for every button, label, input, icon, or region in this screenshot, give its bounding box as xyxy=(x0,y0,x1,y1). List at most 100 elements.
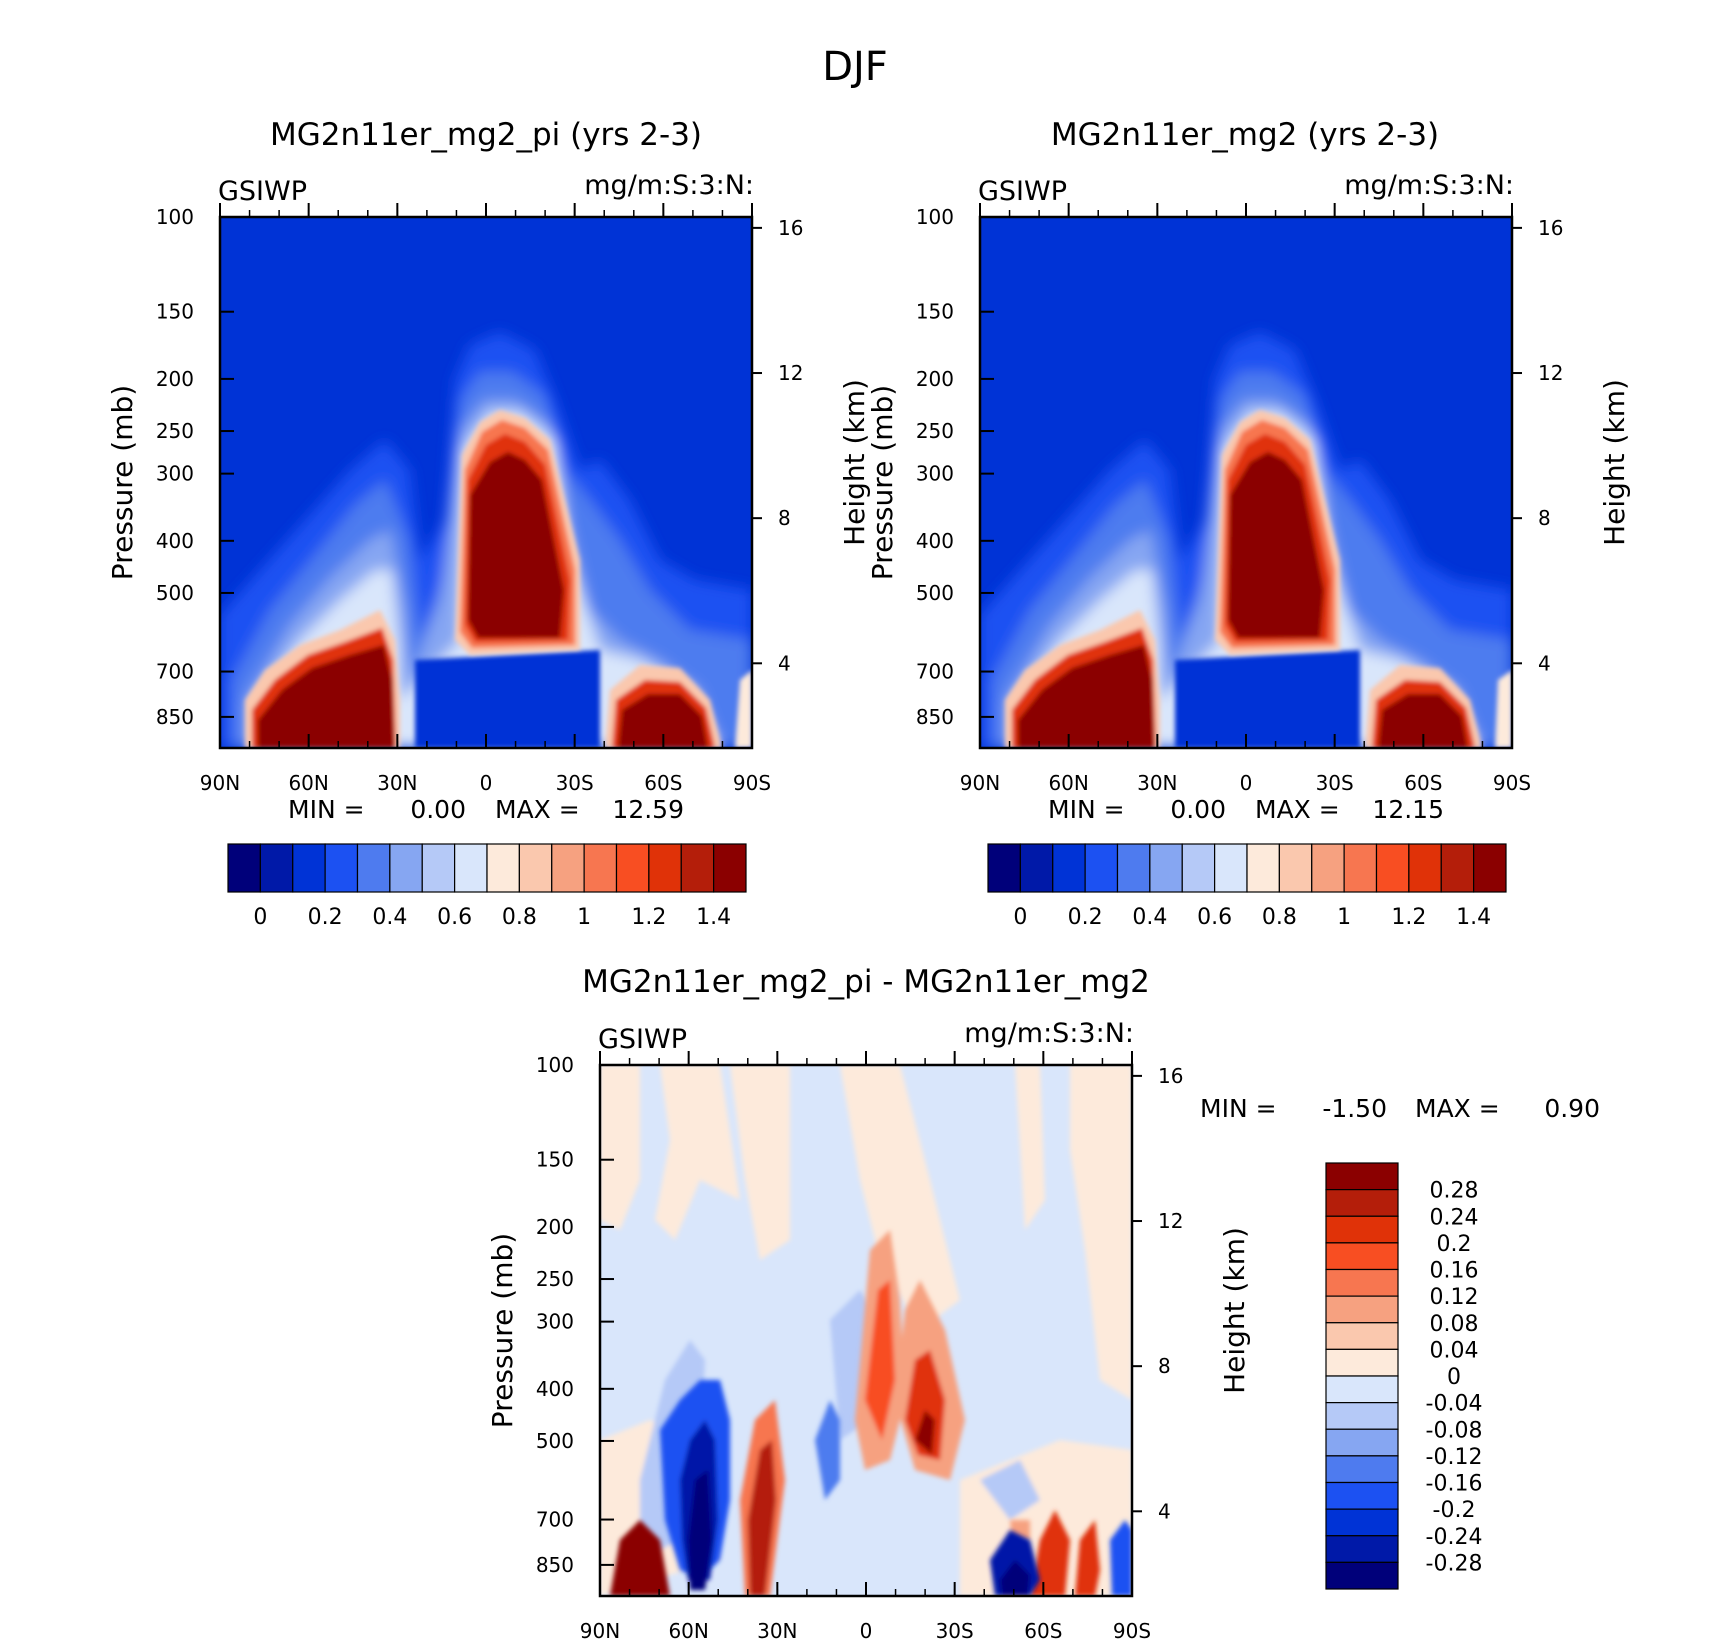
pressure-tick-label: 200 xyxy=(156,367,194,391)
lat-tick-label: 30S xyxy=(1316,771,1354,795)
y-axis-label: Pressure (mb) xyxy=(486,1233,519,1428)
lat-tick-label: 90S xyxy=(1493,771,1531,795)
colorbar-swatch xyxy=(1325,1215,1399,1244)
axes: 100 150 200 250 300 400 500 700 850 16 12 8 4 90N 60N 3… xyxy=(866,203,1631,795)
height-tick-label: 16 xyxy=(1538,216,1563,240)
pressure-tick-label: 100 xyxy=(156,205,194,229)
colorbar-swatch xyxy=(1084,843,1119,893)
pressure-tick-label: 150 xyxy=(156,300,194,324)
pressure-tick-label: 300 xyxy=(916,462,954,486)
colorbar-swatch xyxy=(1214,843,1248,893)
max-value: 12.59 xyxy=(612,795,684,824)
colorbar-label: 0.28 xyxy=(1430,1179,1479,1204)
panel-title: MG2n11er_mg2_pi (yrs 2-3) xyxy=(270,117,702,153)
min-value: -1.50 xyxy=(1322,1094,1387,1123)
panel-title: MG2n11er_mg2_pi - MG2n11er_mg2 xyxy=(582,964,1150,1000)
pressure-tick-label: 400 xyxy=(916,529,954,553)
min-value: 0.00 xyxy=(1170,795,1226,824)
colorbar-label: -0.24 xyxy=(1426,1525,1483,1550)
lat-tick-label: 0 xyxy=(860,1619,873,1639)
colorbar-label: 0 xyxy=(1447,1365,1461,1390)
colorbar: 0 0.2 0.4 0.6 0.8 1 1.2 1.4 xyxy=(987,843,1507,930)
min-value: 0.00 xyxy=(410,795,466,824)
pressure-tick-label: 250 xyxy=(156,419,194,443)
axes: 100 150 200 250 300 400 500 700 850 16 12 8 4 90N 60N 3… xyxy=(106,203,871,795)
min-label: MIN = xyxy=(288,795,365,824)
colorbar-label: -0.16 xyxy=(1426,1472,1483,1497)
pressure-tick-label: 250 xyxy=(916,419,954,443)
colorbar-swatch xyxy=(1116,843,1151,893)
colorbar: 0 0.2 0.4 0.6 0.8 1 1.2 1.4 xyxy=(227,843,747,930)
colorbar-label: 0.16 xyxy=(1430,1259,1479,1284)
min-label: MIN = xyxy=(1048,795,1125,824)
colorbar-swatch xyxy=(518,843,553,893)
height-tick-label: 12 xyxy=(1158,1209,1183,1233)
colorbar-label: 0.04 xyxy=(1430,1338,1479,1363)
colorbar-label: 1.4 xyxy=(696,905,731,930)
colorbar-swatch xyxy=(259,843,294,893)
colorbar-swatch xyxy=(1325,1481,1399,1510)
max-value: 12.15 xyxy=(1372,795,1444,824)
colorbar-swatch xyxy=(1019,843,1054,893)
lat-tick-label: 30N xyxy=(1137,771,1177,795)
colorbar-swatch xyxy=(1325,1508,1399,1537)
pressure-tick-label: 850 xyxy=(916,705,954,729)
pressure-tick-label: 500 xyxy=(156,581,194,605)
panel-title: MG2n11er_mg2 (yrs 2-3) xyxy=(1051,117,1439,153)
colorbar-swatch xyxy=(1052,843,1086,893)
colorbar-swatch xyxy=(454,843,488,893)
lat-tick-label: 30S xyxy=(936,1619,974,1639)
height-tick-label: 12 xyxy=(1538,361,1563,385)
pressure-tick-label: 300 xyxy=(536,1310,574,1334)
colorbar-swatch xyxy=(1325,1375,1399,1404)
colorbar-swatch xyxy=(324,843,359,893)
colorbar-swatch xyxy=(421,843,456,893)
colorbar-label: 1.4 xyxy=(1456,905,1491,930)
panel-diff: MG2n11er_mg2_pi - MG2n11er_mg2 GSIWP mg/… xyxy=(486,964,1600,1639)
units-label: mg/m:S:3:N: xyxy=(584,170,754,201)
colorbar-swatch xyxy=(1343,843,1378,893)
colorbar-swatch xyxy=(1325,1428,1399,1457)
height-tick-label: 4 xyxy=(778,651,791,675)
colorbar-swatch xyxy=(486,843,520,893)
lat-tick-label: 90S xyxy=(1113,1619,1151,1639)
max-value: 0.90 xyxy=(1544,1094,1600,1123)
colorbar-swatch xyxy=(1325,1402,1399,1430)
colorbar-swatch xyxy=(1149,843,1183,893)
pressure-tick-label: 100 xyxy=(916,205,954,229)
colorbar-label: 0.8 xyxy=(502,905,537,930)
lat-tick-label: 30N xyxy=(377,771,417,795)
lat-tick-label: 60N xyxy=(668,1619,708,1639)
max-label: MAX = xyxy=(1415,1094,1500,1123)
height-tick-label: 8 xyxy=(1538,506,1551,530)
pressure-tick-label: 150 xyxy=(536,1148,574,1172)
colorbar-swatch xyxy=(1325,1455,1399,1484)
height-tick-label: 8 xyxy=(1158,1354,1171,1378)
colorbar-label: -0.08 xyxy=(1426,1418,1483,1443)
colorbar-label: 1 xyxy=(577,905,591,930)
colorbar-swatch xyxy=(1375,843,1410,893)
lat-tick-label: 60S xyxy=(1024,1619,1062,1639)
colorbar-label: 1.2 xyxy=(631,905,666,930)
lat-tick-label: 60N xyxy=(288,771,328,795)
colorbar-swatch xyxy=(1181,843,1216,893)
y2-axis-label: Height (km) xyxy=(1218,1227,1251,1394)
pressure-tick-label: 200 xyxy=(536,1215,574,1239)
pressure-tick-label: 400 xyxy=(156,529,194,553)
lat-tick-label: 90S xyxy=(733,771,771,795)
variable-label: GSIWP xyxy=(218,176,307,207)
colorbar-label: 0.2 xyxy=(308,905,343,930)
colorbar-label: 0.2 xyxy=(1437,1232,1472,1257)
colorbar-swatch xyxy=(648,843,682,893)
y2-axis-label: Height (km) xyxy=(838,379,871,546)
panel-ctl: MG2n11er_mg2 (yrs 2-3) GSIWP mg/m:S:3:N: xyxy=(866,117,1631,930)
pressure-tick-label: 700 xyxy=(916,660,954,684)
colorbar-swatch xyxy=(1246,843,1280,893)
colorbar-swatch xyxy=(1325,1295,1399,1324)
contour-field xyxy=(600,1065,1132,1596)
colorbar-label: 0.4 xyxy=(1132,905,1167,930)
colorbar-label: 0.6 xyxy=(437,905,472,930)
colorbar-swatch xyxy=(551,843,585,893)
colorbar-label: 0.12 xyxy=(1430,1285,1479,1310)
colorbar-swatch xyxy=(1325,1189,1399,1217)
